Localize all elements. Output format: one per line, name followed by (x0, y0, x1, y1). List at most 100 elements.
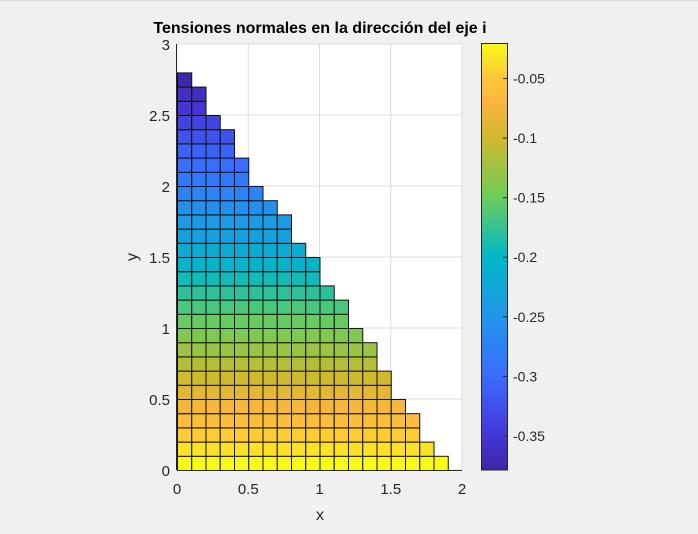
mesh-cell (262, 399, 278, 415)
mesh-cell (177, 214, 193, 230)
mesh-cell (205, 313, 221, 329)
mesh-cell (177, 143, 193, 159)
mesh-cell (234, 441, 250, 457)
mesh-cell (291, 455, 307, 471)
mesh-cell (291, 399, 307, 415)
mesh-cell (305, 257, 321, 273)
mesh-cell (276, 328, 292, 344)
mesh-cell (376, 427, 392, 443)
mesh-cell (262, 285, 278, 301)
colorbar-tick-label: -0.05 (513, 71, 545, 87)
mesh-cell (248, 200, 264, 216)
mesh-cell (262, 427, 278, 443)
mesh-cell (191, 299, 207, 315)
mesh-cell (205, 455, 221, 471)
mesh-cell (348, 328, 364, 344)
mesh-cell (234, 200, 250, 216)
mesh-cell (219, 342, 235, 358)
mesh-cell (319, 413, 335, 429)
mesh-cell (248, 413, 264, 429)
mesh-cell (262, 313, 278, 329)
mesh-cell (234, 228, 250, 244)
mesh-cell (276, 342, 292, 358)
mesh-cell (291, 257, 307, 273)
mesh-cell (276, 271, 292, 287)
mesh-cell (319, 370, 335, 386)
mesh-cell (405, 455, 421, 471)
mesh-cell (191, 384, 207, 400)
colorbar-tick-label: -0.35 (513, 428, 545, 444)
mesh-cell (219, 299, 235, 315)
mesh-cell (319, 455, 335, 471)
mesh-cell (291, 413, 307, 429)
x-tick-label: 2 (458, 481, 466, 498)
mesh-cell (262, 257, 278, 273)
mesh-cell (248, 228, 264, 244)
mesh-cell (348, 455, 364, 471)
mesh-cell (376, 384, 392, 400)
mesh-cell (177, 313, 193, 329)
mesh-cell (234, 313, 250, 329)
mesh-cell (177, 257, 193, 273)
mesh-cell (205, 242, 221, 259)
mesh-cell (276, 413, 292, 429)
mesh-cell (333, 328, 349, 344)
mesh-cell (191, 143, 207, 159)
mesh-cell (205, 228, 221, 244)
mesh-cell (205, 384, 221, 400)
mesh-cell (234, 342, 250, 358)
mesh-cell (362, 455, 378, 471)
mesh-cell (234, 370, 250, 386)
mesh-cell (333, 427, 349, 443)
mesh-cell (205, 143, 221, 159)
mesh-cell (362, 413, 378, 429)
mesh-cell (234, 242, 250, 259)
mesh-cell (205, 129, 221, 145)
mesh-cell (376, 441, 392, 457)
mesh-cell (219, 143, 235, 159)
mesh-cell (205, 257, 221, 273)
mesh-cell (362, 384, 378, 400)
mesh-cell (205, 157, 221, 173)
mesh-cell (248, 313, 264, 329)
colorbar-tick-label: -0.1 (513, 130, 537, 146)
mesh-cell (191, 115, 207, 131)
mesh-cell (248, 186, 264, 202)
mesh-cell (262, 299, 278, 315)
mesh-cell (191, 427, 207, 443)
mesh-cell (276, 455, 292, 471)
mesh-cell (205, 328, 221, 344)
mesh-cell (348, 342, 364, 358)
mesh-cell (205, 115, 221, 131)
mesh-cell (319, 285, 335, 301)
mesh-cell (319, 299, 335, 315)
mesh-cell (177, 200, 193, 216)
chart-title: Tensiones normales en la dirección del e… (153, 20, 486, 37)
mesh-cell (291, 313, 307, 329)
mesh-cell (177, 399, 193, 415)
y-tick-label: 1.5 (149, 250, 170, 267)
colorbar-tick-label: -0.3 (513, 368, 537, 384)
mesh-cell (219, 157, 235, 173)
mesh-cell (234, 399, 250, 415)
mesh-cell (291, 427, 307, 443)
mesh-cell (291, 441, 307, 457)
mesh-cell (248, 370, 264, 386)
mesh-cell (191, 313, 207, 329)
mesh-cell (291, 242, 307, 259)
mesh-cell (205, 342, 221, 358)
mesh-cell (248, 299, 264, 315)
mesh-cell (276, 399, 292, 415)
mesh-cell (205, 427, 221, 443)
mesh-cell (248, 342, 264, 358)
x-tick-label: 0 (173, 481, 181, 498)
mesh-cell (319, 313, 335, 329)
mesh-cell (319, 342, 335, 358)
mesh-cell (191, 157, 207, 173)
mesh-cell (319, 384, 335, 400)
mesh-cell (291, 328, 307, 344)
mesh-cell (191, 271, 207, 287)
mesh-cell (191, 356, 207, 372)
mesh-cell (348, 441, 364, 457)
mesh-cell (305, 399, 321, 415)
